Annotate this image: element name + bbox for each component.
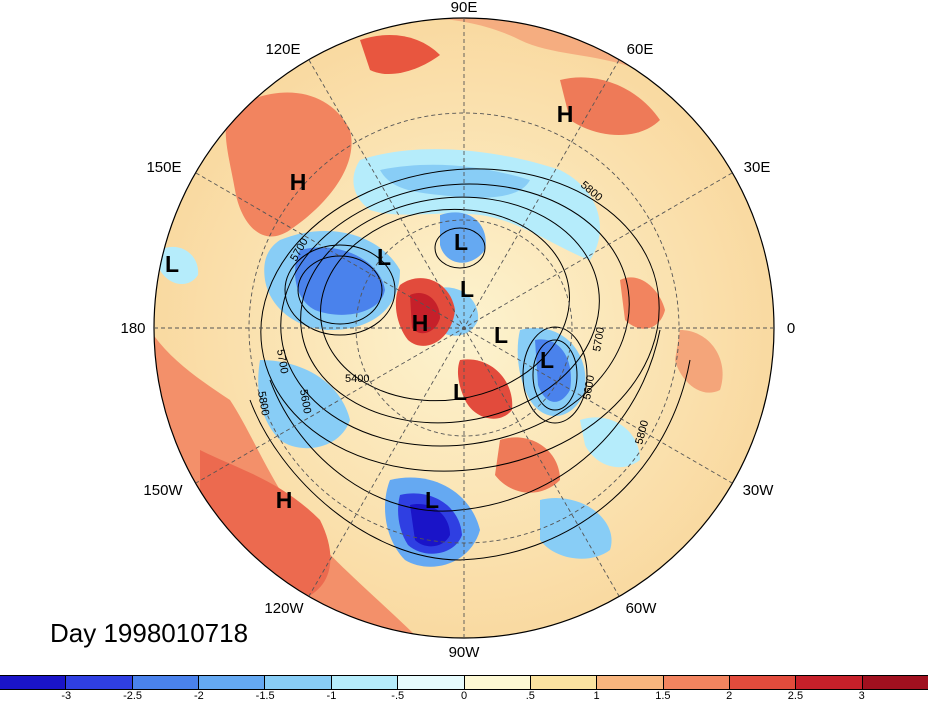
pressure-markers: H H H H L L L L L L L L bbox=[165, 101, 573, 513]
high-pressure-marker: H bbox=[290, 169, 307, 195]
low-pressure-marker: L bbox=[494, 322, 508, 348]
colorbar-segment bbox=[463, 676, 530, 689]
contour-label: 5700 bbox=[274, 348, 290, 374]
colorbar-segment bbox=[264, 676, 331, 689]
lon-label: 150W bbox=[143, 482, 183, 499]
lon-label: 90W bbox=[449, 644, 481, 661]
lon-label: 120E bbox=[265, 41, 300, 58]
graticule bbox=[154, 18, 774, 638]
high-pressure-marker: H bbox=[276, 487, 293, 513]
colorbar-tick-label: -1 bbox=[326, 690, 337, 702]
colorbar-segment bbox=[397, 676, 464, 689]
height-contours bbox=[249, 168, 691, 561]
colorbar-tick-label: 2 bbox=[726, 690, 733, 702]
colorbar-tick-label: 1.5 bbox=[655, 690, 671, 702]
lon-label: 150E bbox=[146, 159, 181, 176]
high-pressure-marker: H bbox=[412, 310, 429, 336]
lon-label: 30W bbox=[743, 482, 775, 499]
colorbar-segment bbox=[198, 676, 265, 689]
lon-label: 180 bbox=[120, 320, 145, 337]
colorbar-segment bbox=[131, 676, 199, 689]
lon-label: 30E bbox=[744, 159, 771, 176]
low-pressure-marker: L bbox=[460, 276, 474, 302]
colorbar-segment bbox=[662, 676, 729, 689]
low-pressure-marker: L bbox=[454, 229, 468, 255]
colorbar-tick-label: .5 bbox=[525, 690, 535, 702]
lon-label: 120W bbox=[264, 600, 304, 617]
contour-label: 5700 bbox=[591, 326, 607, 352]
colorbar-ticks: -3 -2.5 -2 -1.5 -1 -.5 0 .5 1 1.5 2 2.5 3 bbox=[0, 690, 928, 702]
contour-label: 5600 bbox=[297, 388, 313, 414]
low-pressure-marker: L bbox=[540, 347, 554, 373]
colorbar-tick-label: -.5 bbox=[391, 690, 405, 702]
colorbar-tick-label: 3 bbox=[858, 690, 865, 702]
lon-label: 60W bbox=[626, 600, 658, 617]
longitude-labels: 90E 60E 30E 0 30W 60W 90W 120W 150W 180 … bbox=[120, 0, 795, 661]
colorbar-tick-label: -2.5 bbox=[123, 690, 143, 702]
colorbar-tick-label: -2 bbox=[193, 690, 204, 702]
contour-label: 5800 bbox=[255, 390, 271, 416]
colorbar-tick-label: 2.5 bbox=[787, 690, 804, 702]
colorbar-segment bbox=[795, 676, 862, 689]
colorbar-segment bbox=[330, 676, 398, 689]
colorbar-tick-label: 0 bbox=[460, 690, 468, 702]
contour-label: 5600 bbox=[581, 374, 597, 400]
colorbar-tick-label: -3 bbox=[61, 690, 72, 702]
colorbar-segment bbox=[65, 676, 132, 689]
anomaly-field bbox=[154, 18, 774, 638]
colorbar-segment bbox=[529, 676, 597, 689]
lon-label: 0 bbox=[787, 320, 795, 337]
colorbar-tick-label: 1 bbox=[593, 690, 600, 702]
low-pressure-marker: L bbox=[377, 244, 391, 270]
low-pressure-marker: L bbox=[165, 251, 179, 277]
colorbar-segment bbox=[861, 676, 928, 689]
low-pressure-marker: L bbox=[453, 379, 467, 405]
lon-label: 60E bbox=[627, 41, 654, 58]
colorbar-segment bbox=[596, 676, 663, 689]
colorbar-segment bbox=[0, 676, 66, 689]
colorbar-segment bbox=[728, 676, 796, 689]
high-pressure-marker: H bbox=[557, 101, 574, 127]
low-pressure-marker: L bbox=[425, 487, 439, 513]
date-label: Day 1998010718 bbox=[50, 618, 249, 648]
contour-label: 5400 bbox=[345, 373, 369, 385]
lon-label: 90E bbox=[451, 0, 478, 16]
colorbar bbox=[0, 675, 928, 690]
colorbar-tick-label: -1.5 bbox=[255, 690, 275, 702]
